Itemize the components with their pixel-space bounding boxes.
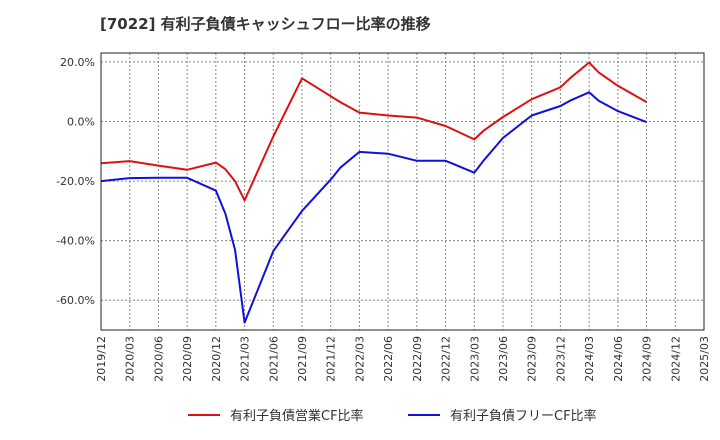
x-tick-label: 2024/09 [641,336,654,382]
x-tick-label: 2021/03 [239,336,252,382]
x-tick-label: 2022/12 [440,336,453,382]
y-tick-label: 20.0% [60,56,95,69]
x-tick-label: 2023/03 [468,336,481,382]
x-tick-label: 2022/03 [353,336,366,382]
y-tick-label: -60.0% [56,294,95,307]
x-tick-label: 2019/12 [95,336,108,382]
x-tick-label: 2022/09 [411,336,424,382]
series-lines [100,61,648,324]
x-axis-tick-labels: 2019/12 2020/03 2020/06 2020/09 2020/12 2021/… [95,336,711,382]
x-tick-label: 2024/06 [612,336,625,382]
x-tick-label: 2021/12 [325,336,338,382]
legend-label-2: 有利子負債フリーCF比率 [450,408,597,424]
chart-title: [7022] 有利子負債キャッシュフロー比率の推移 [100,15,431,33]
y-tick-label: -20.0% [56,175,95,188]
y-tick-label: 0.0% [67,116,95,129]
legend: 有利子負債営業CF比率 有利子負債フリーCF比率 [188,408,597,424]
x-tick-label: 2024/12 [669,336,682,382]
series-line-1 [100,61,648,202]
plot-area [100,52,705,331]
series-line-2 [100,91,647,324]
grid-lines [100,53,705,330]
x-tick-label: 2020/06 [152,336,165,382]
x-tick-label: 2025/03 [698,336,711,382]
x-tick-label: 2023/09 [526,336,539,382]
x-tick-label: 2020/03 [124,336,137,382]
y-tick-label: -40.0% [56,235,95,248]
legend-label-1: 有利子負債営業CF比率 [230,408,364,424]
x-tick-label: 2023/06 [497,336,510,382]
x-tick-label: 2020/12 [210,336,223,382]
x-tick-label: 2024/03 [583,336,596,382]
x-tick-label: 2022/06 [382,336,395,382]
x-tick-label: 2023/12 [554,336,567,382]
x-tick-label: 2021/09 [296,336,309,382]
x-tick-label: 2021/06 [267,336,280,382]
y-axis-tick-labels: 20.0% 0.0% -20.0% -40.0% -60.0% [56,56,95,307]
x-tick-label: 2020/09 [181,336,194,382]
